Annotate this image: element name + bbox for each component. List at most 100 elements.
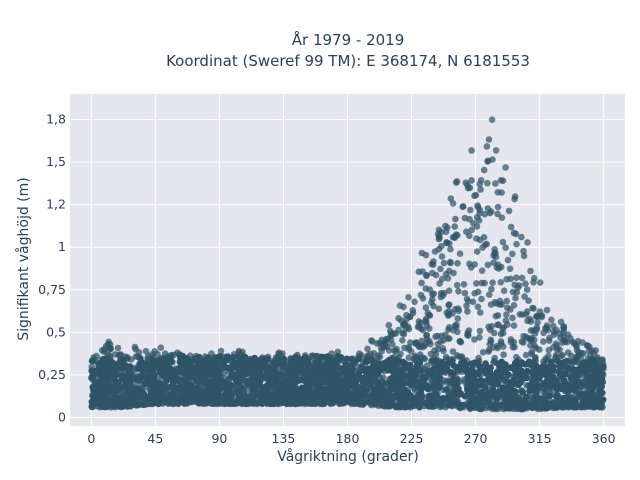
data-point: [418, 279, 425, 287]
data-point: [313, 372, 321, 379]
data-point: [327, 364, 335, 372]
data-point: [298, 384, 306, 392]
data-point: [144, 362, 151, 369]
data-point: [204, 381, 212, 389]
data-point: [466, 215, 473, 223]
data-point: [220, 362, 227, 370]
data-point: [457, 365, 465, 372]
data-point: [509, 288, 517, 296]
data-point: [415, 357, 423, 364]
data-point: [399, 358, 407, 366]
data-point: [172, 370, 180, 377]
data-point: [418, 249, 426, 257]
data-point: [396, 302, 404, 309]
data-point: [191, 356, 198, 364]
data-point: [527, 342, 534, 349]
data-point: [489, 279, 496, 287]
y-tick-label: 1,2: [46, 197, 66, 212]
data-point: [351, 393, 359, 401]
data-point: [407, 339, 414, 346]
data-point: [123, 389, 131, 397]
data-point: [447, 245, 454, 253]
data-point: [427, 350, 435, 358]
data-point: [115, 379, 122, 386]
data-point: [249, 398, 257, 406]
data-point: [453, 281, 461, 289]
data-point: [444, 224, 451, 231]
data-point: [559, 352, 566, 359]
data-point: [355, 355, 363, 363]
data-point: [498, 214, 506, 221]
data-point: [373, 400, 381, 407]
data-points: [88, 116, 607, 413]
data-point: [519, 388, 526, 396]
data-point: [497, 177, 505, 184]
data-point: [592, 347, 599, 354]
data-point: [426, 337, 433, 345]
data-point: [478, 267, 486, 275]
data-point: [443, 239, 451, 247]
data-point: [493, 377, 501, 384]
data-point: [581, 381, 589, 388]
data-point: [417, 367, 424, 374]
data-point: [408, 348, 415, 355]
data-point: [522, 280, 529, 288]
data-point: [513, 240, 520, 248]
data-point: [432, 390, 440, 398]
data-point: [378, 400, 386, 407]
data-point: [529, 404, 537, 411]
data-point: [578, 350, 585, 357]
data-point: [355, 363, 363, 371]
data-point: [520, 247, 527, 255]
data-point: [304, 378, 312, 386]
data-point: [389, 368, 397, 376]
data-point: [327, 354, 334, 362]
data-point: [461, 289, 469, 297]
data-point: [437, 403, 444, 411]
data-point: [568, 374, 576, 381]
data-point: [564, 386, 571, 393]
data-point: [451, 223, 459, 230]
data-point: [473, 400, 480, 407]
data-point: [560, 397, 568, 405]
data-point: [462, 179, 470, 186]
data-point: [564, 364, 571, 372]
data-point: [530, 336, 538, 344]
data-point: [454, 315, 462, 322]
data-point: [490, 386, 497, 394]
data-point: [210, 372, 218, 379]
data-point: [477, 363, 484, 371]
data-point: [437, 366, 445, 374]
data-point: [527, 327, 535, 334]
data-point: [468, 147, 475, 154]
data-point: [256, 367, 263, 375]
data-point: [487, 301, 495, 308]
data-point: [368, 394, 375, 402]
data-point: [513, 358, 521, 366]
data-point: [299, 392, 307, 399]
data-point: [370, 386, 378, 394]
data-point: [417, 291, 425, 299]
data-point: [541, 366, 548, 373]
data-point: [319, 363, 327, 371]
data-point: [368, 337, 375, 344]
data-point: [536, 279, 544, 286]
data-point: [153, 357, 161, 364]
data-point: [479, 244, 486, 251]
data-point: [484, 179, 491, 187]
data-point: [343, 355, 351, 363]
data-point: [174, 400, 182, 407]
data-point: [309, 364, 316, 372]
data-point: [96, 395, 104, 402]
data-point: [494, 261, 502, 269]
data-point: [91, 387, 99, 394]
data-point: [588, 376, 596, 383]
data-point: [463, 302, 470, 310]
data-point: [548, 364, 556, 371]
data-point: [435, 226, 443, 234]
data-point: [88, 402, 96, 410]
data-point: [599, 396, 607, 403]
data-point: [468, 177, 475, 184]
data-point: [217, 347, 225, 355]
data-point: [466, 368, 474, 376]
